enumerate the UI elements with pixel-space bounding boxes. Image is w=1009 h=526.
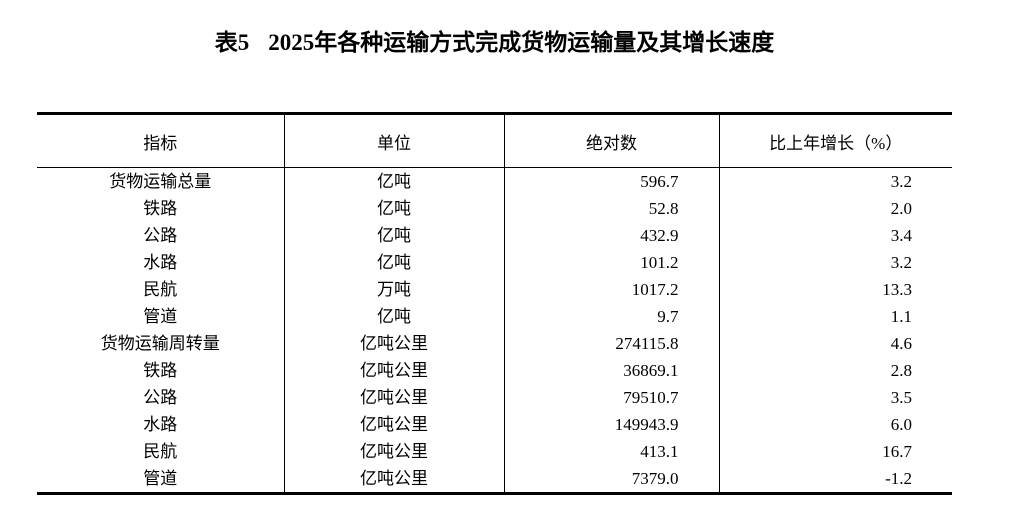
table-row: 公路 亿吨 432.9 3.4 — [37, 222, 952, 249]
indicator-cell: 管道 — [143, 307, 178, 326]
value-cell: 596.7 — [503, 167, 719, 195]
table-row: 民航 亿吨公里 413.1 16.7 — [37, 438, 952, 465]
table-row: 水路 亿吨公里 149943.9 6.0 — [37, 411, 952, 438]
unit-cell: 亿吨公里 — [283, 357, 504, 384]
indicator-cell: 民航 — [143, 442, 178, 461]
growth-cell: 1.1 — [718, 303, 952, 330]
value-cell: 52.8 — [503, 195, 719, 222]
indicator-cell: 公路 — [143, 388, 178, 407]
unit-cell: 亿吨 — [283, 167, 504, 195]
unit-cell: 亿吨 — [283, 222, 504, 249]
value-cell: 432.9 — [503, 222, 719, 249]
unit-cell: 亿吨 — [283, 303, 504, 330]
table-row: 管道 亿吨公里 7379.0 -1.2 — [37, 465, 952, 494]
header-row: 指标 单位 绝对数 比上年增长（%） — [37, 113, 952, 168]
growth-cell: 13.3 — [718, 276, 952, 303]
indicator-cell: 公路 — [143, 226, 178, 245]
unit-cell: 亿吨公里 — [283, 465, 504, 494]
table-title: 表5 2025年各种运输方式完成货物运输量及其增长速度 — [37, 29, 952, 57]
table-row: 公路 亿吨公里 79510.7 3.5 — [37, 384, 952, 411]
indicator-cell: 水路 — [143, 253, 178, 272]
value-cell: 9.7 — [503, 303, 719, 330]
indicator-cell: 管道 — [143, 469, 178, 488]
table-row: 管道 亿吨 9.7 1.1 — [37, 303, 952, 330]
indicator-cell: 铁路 — [143, 361, 178, 380]
table-row: 水路 亿吨 101.2 3.2 — [37, 249, 952, 276]
unit-cell: 万吨 — [283, 276, 504, 303]
indicator-cell: 货物运输周转量 — [100, 334, 220, 353]
table-row: 民航 万吨 1017.2 13.3 — [37, 276, 952, 303]
unit-cell: 亿吨公里 — [283, 384, 504, 411]
unit-cell: 亿吨 — [283, 249, 504, 276]
column-header-unit: 单位 — [283, 113, 504, 168]
growth-cell: 3.2 — [718, 249, 952, 276]
indicator-cell: 民航 — [143, 280, 178, 299]
table-row: 铁路 亿吨 52.8 2.0 — [37, 195, 952, 222]
unit-cell: 亿吨公里 — [283, 411, 504, 438]
value-cell: 149943.9 — [503, 411, 719, 438]
column-header-growth: 比上年增长（%） — [718, 113, 952, 168]
growth-cell: 2.8 — [718, 357, 952, 384]
value-cell: 1017.2 — [503, 276, 719, 303]
growth-cell: 16.7 — [718, 438, 952, 465]
indicator-cell: 铁路 — [143, 199, 178, 218]
growth-cell: 3.2 — [718, 167, 952, 195]
value-cell: 413.1 — [503, 438, 719, 465]
growth-cell: 2.0 — [718, 195, 952, 222]
growth-cell: -1.2 — [718, 465, 952, 494]
growth-cell: 3.4 — [718, 222, 952, 249]
unit-cell: 亿吨公里 — [283, 330, 504, 357]
value-cell: 274115.8 — [503, 330, 719, 357]
unit-cell: 亿吨公里 — [283, 438, 504, 465]
growth-cell: 6.0 — [718, 411, 952, 438]
table-row: 铁路 亿吨公里 36869.1 2.8 — [37, 357, 952, 384]
table-number: 表5 — [214, 30, 250, 55]
freight-transport-table: 指标 单位 绝对数 比上年增长（%） 货物运输总量 亿吨 596.7 3.2 铁… — [37, 112, 952, 495]
unit-cell: 亿吨 — [283, 195, 504, 222]
column-header-indicator: 指标 — [37, 113, 284, 168]
indicator-cell: 水路 — [143, 415, 178, 434]
value-cell: 79510.7 — [503, 384, 719, 411]
value-cell: 101.2 — [503, 249, 719, 276]
value-cell: 7379.0 — [503, 465, 719, 494]
growth-cell: 4.6 — [718, 330, 952, 357]
value-cell: 36869.1 — [503, 357, 719, 384]
indicator-cell: 货物运输总量 — [109, 172, 212, 191]
column-header-absolute: 绝对数 — [503, 113, 719, 168]
table-row: 货物运输总量 亿吨 596.7 3.2 — [37, 167, 952, 195]
table-title-text: 2025年各种运输方式完成货物运输量及其增长速度 — [268, 30, 775, 55]
growth-cell: 3.5 — [718, 384, 952, 411]
table-row: 货物运输周转量 亿吨公里 274115.8 4.6 — [37, 330, 952, 357]
